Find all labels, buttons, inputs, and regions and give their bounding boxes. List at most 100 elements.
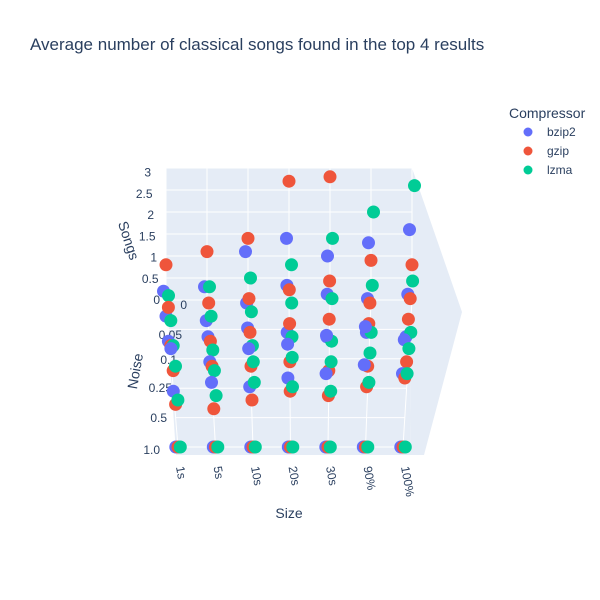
- data-point-gzip: [323, 170, 337, 184]
- data-point-lzma: [285, 258, 298, 272]
- data-point-lzma: [244, 271, 257, 285]
- data-point-gzip: [363, 296, 377, 310]
- data-point-lzma: [325, 292, 339, 306]
- noise-tick-label: 1.0: [143, 443, 160, 457]
- data-point-lzma: [206, 343, 220, 357]
- data-point-lzma: [171, 393, 185, 407]
- data-point-gzip: [405, 258, 419, 272]
- songs-tick-labels: 0 0.5 1 1.5 2 2.5 3: [136, 166, 161, 308]
- noise-tick-labels: 00.050.10.250.51.0: [143, 298, 187, 457]
- data-point-lzma: [162, 289, 175, 303]
- data-points: [157, 170, 421, 454]
- songs-tick-label: 2: [147, 208, 154, 222]
- songs-tick-label: 1: [150, 251, 157, 265]
- x-tick-label: 100%: [398, 465, 417, 498]
- data-point-lzma: [246, 355, 260, 369]
- data-point-lzma: [398, 440, 412, 454]
- x-tick-label: 10s: [248, 465, 265, 486]
- legend-item-bzip2[interactable]: bzip2: [523, 125, 577, 139]
- data-point-lzma: [169, 359, 182, 373]
- data-point-bzip2: [403, 223, 416, 237]
- data-point-lzma: [244, 305, 258, 319]
- data-point-lzma: [326, 231, 339, 245]
- x-tick-label: 20s: [286, 465, 303, 486]
- data-point-gzip: [161, 300, 175, 314]
- noise-tick-label: 0.25: [149, 381, 173, 395]
- data-point-lzma: [211, 440, 225, 454]
- legend-item-lzma[interactable]: lzma: [523, 163, 573, 177]
- legend-marker: [523, 146, 533, 156]
- legend-marker: [523, 165, 533, 175]
- data-point-gzip: [245, 393, 259, 407]
- data-point-bzip2: [321, 249, 334, 263]
- data-point-bzip2: [320, 328, 333, 342]
- data-point-bzip2: [281, 337, 295, 351]
- x-tick-label: 90%: [361, 465, 379, 491]
- data-point-bzip2: [280, 231, 293, 245]
- data-point-lzma: [286, 440, 300, 454]
- legend[interactable]: bzip2 gzip lzma: [523, 125, 577, 177]
- data-point-bzip2: [357, 358, 371, 372]
- data-point-gzip: [403, 292, 417, 306]
- data-point-gzip: [322, 312, 336, 326]
- data-point-lzma: [285, 350, 299, 364]
- data-point-lzma: [203, 280, 216, 294]
- data-point-gzip: [282, 174, 296, 188]
- data-point-lzma: [400, 367, 414, 381]
- data-point-bzip2: [239, 245, 252, 259]
- data-point-gzip: [207, 402, 221, 416]
- x-tick-label: 5s: [211, 465, 227, 480]
- legend-label: lzma: [547, 163, 573, 177]
- x-tick-label: 30s: [323, 465, 340, 486]
- data-point-lzma: [164, 314, 178, 328]
- songs-tick-label: 2.5: [136, 187, 153, 201]
- data-point-lzma: [363, 346, 377, 360]
- data-point-gzip: [243, 325, 257, 339]
- data-point-bzip2: [319, 367, 333, 381]
- noise-tick-label: 0.5: [150, 411, 167, 425]
- data-point-gzip: [242, 292, 256, 306]
- data-point-lzma: [209, 389, 223, 403]
- noise-tick-label: 0: [180, 298, 187, 312]
- data-point-gzip: [202, 296, 216, 310]
- data-point-lzma: [367, 205, 380, 219]
- data-point-lzma: [323, 440, 337, 454]
- data-point-lzma: [402, 342, 416, 356]
- scene-side-wall: [410, 168, 462, 455]
- data-point-bzip2: [358, 320, 372, 334]
- data-point-lzma: [286, 380, 299, 394]
- data-point-gzip: [283, 317, 297, 331]
- data-point-lzma: [408, 179, 421, 193]
- data-point-lzma: [248, 440, 262, 454]
- songs-tick-label: 0.5: [142, 272, 159, 286]
- noise-axis-title: Noise: [124, 352, 146, 390]
- data-point-lzma: [173, 440, 187, 454]
- songs-tick-label: 3: [144, 166, 151, 180]
- data-point-gzip: [364, 253, 378, 267]
- data-point-gzip: [401, 312, 415, 326]
- data-point-lzma: [204, 309, 218, 323]
- data-point-lzma: [285, 296, 299, 310]
- x-tick-label: 1s: [173, 465, 189, 480]
- data-point-gzip: [200, 245, 214, 259]
- data-point-lzma: [324, 355, 338, 369]
- data-point-lzma: [406, 274, 420, 288]
- legend-marker: [523, 127, 533, 137]
- data-point-lzma: [361, 440, 375, 454]
- data-point-gzip: [241, 231, 255, 245]
- data-point-gzip: [159, 258, 173, 272]
- data-point-gzip: [400, 355, 414, 369]
- songs-tick-label: 1.5: [139, 229, 156, 243]
- x-axis-title: Size: [275, 505, 302, 521]
- data-point-bzip2: [205, 375, 218, 389]
- data-point-bzip2: [362, 236, 375, 250]
- data-point-gzip: [323, 274, 337, 288]
- legend-title: Compressor: [509, 105, 586, 121]
- legend-item-gzip[interactable]: gzip: [523, 144, 570, 158]
- x-tick-labels: 1s 5s 10s 20s 30s 90% 100%: [173, 465, 417, 498]
- songs-tick-label: 0: [153, 293, 160, 307]
- data-point-gzip: [282, 283, 296, 297]
- data-point-lzma: [207, 364, 221, 378]
- data-point-bzip2: [164, 342, 178, 356]
